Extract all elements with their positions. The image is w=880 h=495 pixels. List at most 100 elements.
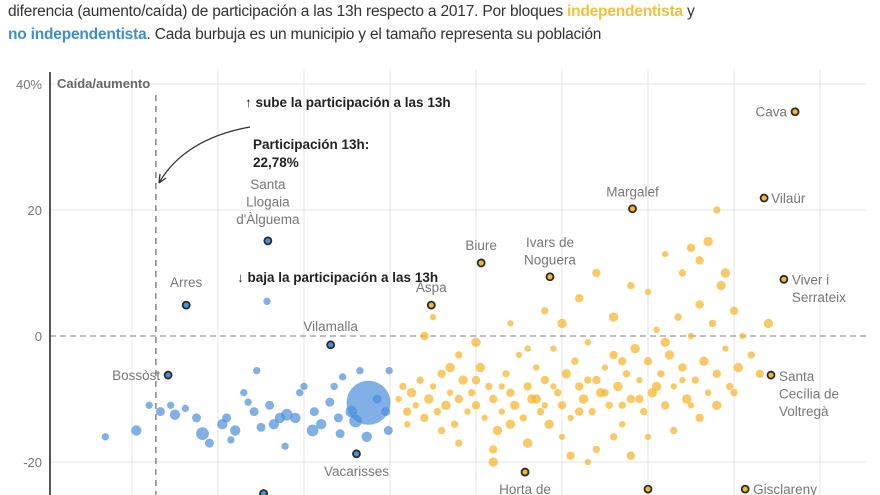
bubble-independentista xyxy=(441,400,451,410)
bubble-independentista xyxy=(626,451,635,460)
bubble-independentista xyxy=(657,370,665,378)
bubble-no-independentista xyxy=(309,407,319,417)
bubble-independentista xyxy=(406,388,417,398)
bubble-independentista xyxy=(584,458,591,466)
bubble-independentista xyxy=(660,337,670,347)
bubble-independentista xyxy=(755,369,764,378)
municipality-label: Biure xyxy=(465,238,497,253)
bubble-independentista xyxy=(544,419,554,429)
highlighted-municipality xyxy=(352,449,361,459)
reference-label: Participación 13h: xyxy=(253,137,369,152)
bubble-independentista xyxy=(403,407,412,416)
bubble-no-independentista xyxy=(253,366,261,375)
bubble-independentista xyxy=(541,307,549,315)
description-text: diferencia (aumento/caída) de participac… xyxy=(8,3,567,20)
bubble-independentista xyxy=(471,337,481,347)
bubble-independentista xyxy=(627,281,635,290)
bubble-independentista xyxy=(575,294,584,303)
bubble-independentista xyxy=(437,426,446,435)
bubble-no-independentista xyxy=(300,382,308,391)
highlighted-municipality xyxy=(643,484,653,494)
bubble-independentista xyxy=(608,312,619,322)
bubble-no-independentista xyxy=(356,366,364,375)
bubble-independentista xyxy=(601,389,609,397)
bubble-independentista xyxy=(695,256,704,265)
bubble-independentista xyxy=(550,383,557,390)
municipality-label: Vacarisses xyxy=(324,464,389,479)
bubble-independentista xyxy=(507,320,514,327)
bubble-independentista xyxy=(712,369,721,378)
bubble-no-independentista xyxy=(131,425,142,436)
bubble-independentista xyxy=(695,300,704,309)
bubble-independentista xyxy=(644,288,652,296)
bubble-no-independentista xyxy=(381,407,391,417)
bubble-no-independentista xyxy=(155,407,165,417)
highlighted-municipality xyxy=(759,193,769,203)
bubble-independentista xyxy=(613,381,623,392)
bubble-independentista xyxy=(592,375,601,385)
bubble-no-independentista xyxy=(204,438,214,448)
bubble-independentista xyxy=(550,345,557,352)
highlighted-municipality xyxy=(263,236,273,246)
bubble-no-independentista xyxy=(256,422,266,432)
highlighted-municipality xyxy=(628,204,637,214)
y-axis-label: Caída/aumento xyxy=(57,76,150,91)
highlighted-municipality xyxy=(520,467,530,477)
highlighted-municipality xyxy=(790,107,800,117)
municipality-label: Aspa xyxy=(416,280,447,295)
bubble-independentista xyxy=(424,394,434,404)
bubble-no-independentista xyxy=(167,401,175,409)
bubble-independentista xyxy=(651,381,662,392)
bubble-independentista xyxy=(722,345,729,352)
bubble-independentista xyxy=(733,362,743,373)
bubble-independentista xyxy=(519,414,527,422)
bubble-independentista xyxy=(475,362,485,373)
bubble-independentista xyxy=(404,421,411,428)
municipality-label: d'Àlguema xyxy=(236,212,300,227)
bubble-independentista xyxy=(640,407,648,416)
municipality-label: Gisclareny xyxy=(753,482,817,495)
bubble-no-independentista xyxy=(227,436,235,444)
bubble-independentista xyxy=(455,351,463,359)
bubble-independentista xyxy=(678,363,687,372)
legend-independentista: independentista xyxy=(566,3,683,20)
bubble-independentista xyxy=(678,269,687,277)
municipality-label: Ivars de xyxy=(526,235,574,250)
bubble-independentista xyxy=(515,351,523,359)
bubble-independentista xyxy=(524,345,531,352)
y-tick-label: 40% xyxy=(16,77,42,92)
highlighted-municipality xyxy=(181,300,191,310)
bubble-independentista xyxy=(450,420,459,428)
bubble-no-independentista xyxy=(296,389,304,397)
y-tick-label: 20 xyxy=(28,203,42,218)
highlighted-municipality xyxy=(259,489,268,495)
bubble-independentista xyxy=(661,401,670,410)
bubble-independentista xyxy=(540,375,549,385)
bubble-independentista xyxy=(713,206,721,214)
bubble-independentista xyxy=(739,332,746,340)
highlighted-municipality xyxy=(766,370,776,380)
bubble-no-independentista xyxy=(181,404,189,413)
bubble-no-independentista xyxy=(346,380,391,425)
municipality-label: Bossòst xyxy=(112,368,160,383)
bubble-independentista xyxy=(437,369,446,378)
bubble-no-independentista xyxy=(263,297,271,306)
description-text: y xyxy=(682,3,695,20)
bubble-independentista xyxy=(523,382,532,391)
bubble-independentista xyxy=(730,389,738,397)
bubble-independentista xyxy=(433,407,441,416)
bubble-no-independentista xyxy=(169,409,181,420)
bubble-no-independentista xyxy=(191,413,202,423)
description-text: . Cada burbuja es un municipio y el tama… xyxy=(146,26,602,43)
municipality-label: Horta de xyxy=(499,482,551,495)
bubble-independentista xyxy=(471,401,481,410)
bubble-independentista xyxy=(578,394,589,404)
municipality-label: Cecília de xyxy=(779,387,839,402)
annotation-up: ↑ sube la participación a las 13h xyxy=(245,95,451,110)
y-tick-label: 0 xyxy=(35,329,42,344)
bubble-independentista xyxy=(488,457,498,467)
bubble-independentista xyxy=(489,394,498,404)
bubble-no-independentista xyxy=(306,424,319,437)
bubble-independentista xyxy=(536,407,545,416)
highlighted-municipality xyxy=(326,340,336,350)
